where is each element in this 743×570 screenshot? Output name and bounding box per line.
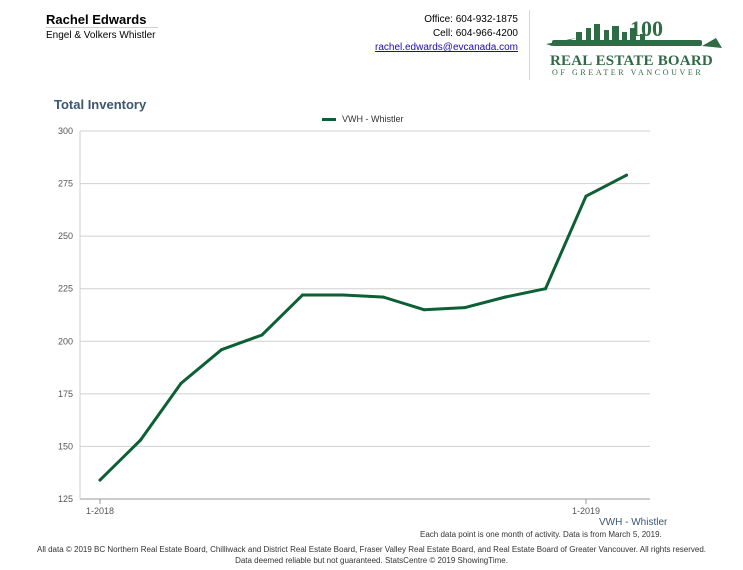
disclaimer-line: Data deemed reliable but not guaranteed.… [235,556,508,565]
legend-swatch [322,117,336,121]
x-tick-label: 1-2019 [572,506,600,516]
data-point [625,173,628,177]
chart-title: Total Inventory [54,97,147,112]
data-point [422,308,426,312]
y-tick-label: 250 [58,231,73,241]
data-point [503,295,507,299]
data-point [301,293,304,297]
series-line [98,173,628,482]
y-tick-label: 300 [58,126,73,136]
vertical-divider [529,10,530,80]
data-point [584,194,588,198]
data-point [463,306,466,310]
logo-skyline-icon [546,24,722,48]
y-tick-label: 125 [58,494,73,504]
data-note: Each data point is one month of activity… [420,530,662,539]
agent-company: Engel & Volkers Whistler [46,30,156,41]
x-tick-label: 1-2018 [86,506,114,516]
header-divider [46,27,158,28]
y-tick-label: 150 [58,441,73,451]
data-point [341,293,345,297]
office-phone: Office: 604-932-1875 [424,14,518,25]
y-tick-label: 175 [58,389,73,399]
logo-title: REAL ESTATE BOARD [550,53,713,69]
data-point [98,478,102,482]
y-tick-label: 200 [58,336,73,346]
legend-label: VWH - Whistler [342,114,404,124]
cell-phone: Cell: 604-966-4200 [432,28,518,39]
data-point [220,348,223,352]
data-point [382,295,385,299]
logo-subtitle: OF GREATER VANCOUVER [552,68,704,77]
email-link[interactable]: rachel.edwards@evcanada.com [374,42,518,53]
y-tick-label: 225 [58,284,73,294]
contact-block: Office: 604-932-1875 Cell: 604-966-4200 … [375,13,518,55]
data-point [139,438,142,442]
chart-legend: VWH - Whistler [322,114,404,124]
agent-name: Rachel Edwards [46,12,147,27]
board-logo: 100 [546,16,722,48]
data-point [544,287,547,291]
data-point [179,381,183,385]
data-point [260,333,264,337]
copyright-line: All data © 2019 BC Northern Real Estate … [36,545,707,554]
series-footer-label: VWH - Whistler [599,517,668,528]
y-tick-label: 275 [58,179,73,189]
logo-100-badge: 100 [630,16,663,41]
